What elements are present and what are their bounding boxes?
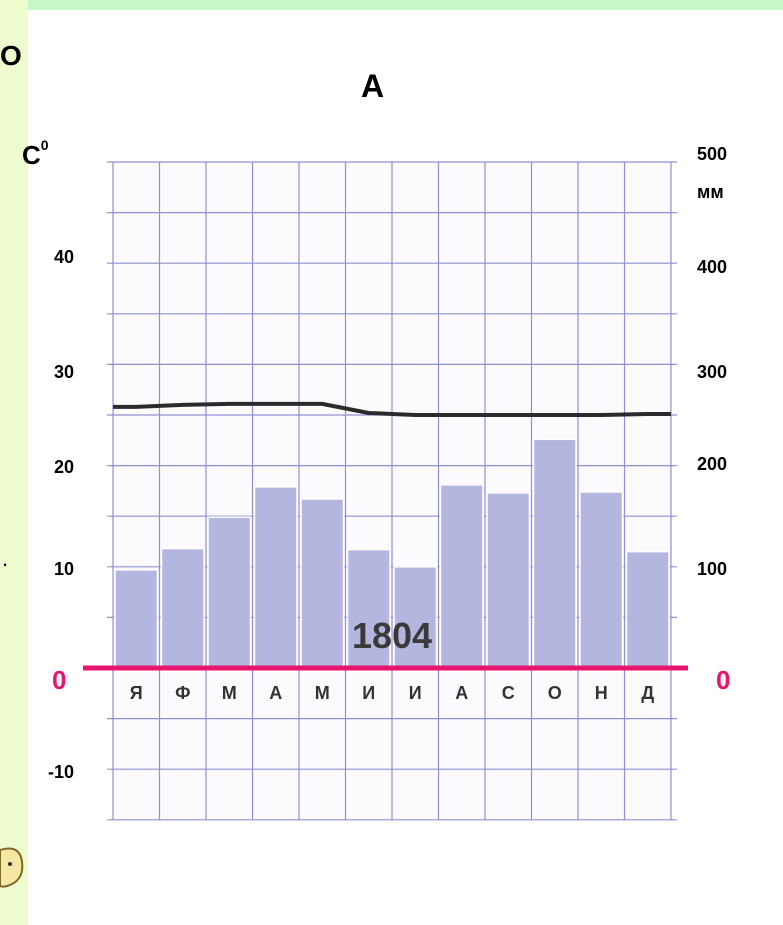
precipitation-bar	[393, 566, 438, 669]
month-label: И	[362, 683, 375, 703]
month-label: М	[315, 683, 330, 703]
partial-character-icon	[0, 847, 24, 888]
precipitation-bar	[439, 484, 484, 669]
month-label: Ф	[175, 683, 190, 703]
temperature-tick-0: 0	[52, 665, 67, 695]
month-label: Д	[641, 683, 654, 703]
month-label: А	[269, 683, 282, 703]
month-label: О	[548, 683, 562, 703]
cut-off-text-fragment: О	[0, 40, 22, 71]
temperature-tick-30: 30	[53, 362, 74, 382]
temperature-tick-20: 20	[53, 457, 74, 477]
annual-precipitation-total: 1804	[352, 615, 432, 656]
month-label: С	[502, 683, 515, 703]
precipitation-tick-200: 200	[697, 454, 728, 474]
left-background-strip	[0, 0, 28, 925]
temperature-line	[113, 401, 671, 417]
precipitation-bar	[207, 516, 252, 669]
precipitation-bar	[486, 492, 531, 669]
precipitation-bar	[346, 548, 391, 669]
precipitation-tick-100: 100	[697, 559, 728, 579]
month-label: М	[222, 683, 237, 703]
month-label: Я	[130, 683, 143, 703]
cut-off-text-fragment-2: .	[2, 546, 9, 571]
precipitation-tick-400: 400	[697, 257, 728, 277]
precipitation-tick-500: 500	[697, 144, 728, 164]
temperature-tick-10: 10	[53, 559, 74, 579]
precipitation-bar	[253, 486, 298, 669]
month-label: Н	[595, 683, 608, 703]
precipitation-unit-label: мм	[697, 182, 724, 202]
temperature-tick-40: 40	[53, 247, 74, 267]
precipitation-bar	[160, 547, 205, 669]
precipitation-bar	[579, 491, 624, 669]
temperature-unit-label: C0	[22, 137, 49, 170]
month-label: И	[409, 683, 422, 703]
precipitation-bar	[532, 438, 577, 669]
temperature-tick-minus-10: -10	[47, 762, 74, 782]
chart-title: А	[361, 68, 385, 104]
precipitation-bar	[114, 569, 159, 669]
precipitation-bar	[625, 550, 670, 669]
precipitation-tick-0: 0	[716, 665, 731, 695]
month-label: А	[455, 683, 468, 703]
precipitation-bar	[300, 498, 345, 669]
precipitation-tick-300: 300	[697, 362, 728, 382]
